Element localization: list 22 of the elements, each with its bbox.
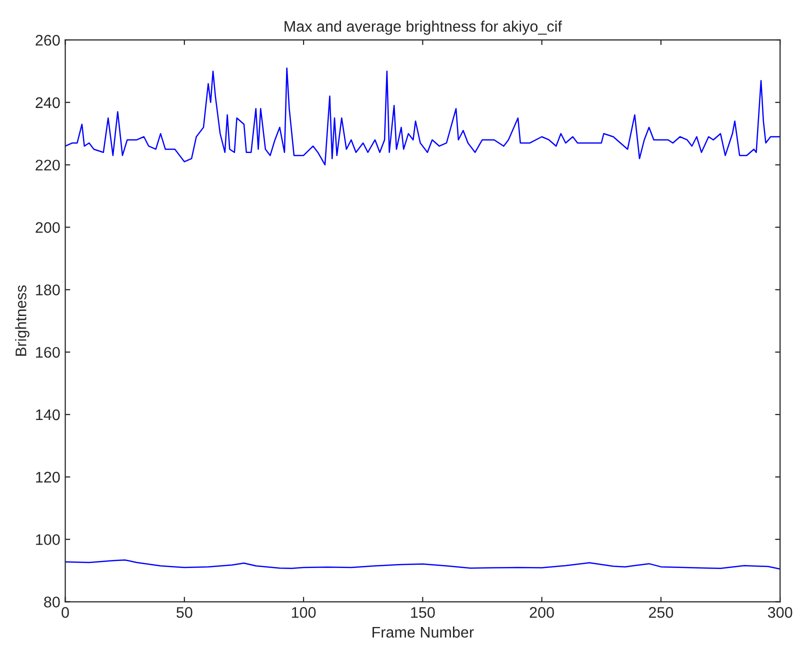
- y-tick-label: 120: [36, 472, 60, 483]
- x-axis-title: Frame Number: [372, 626, 474, 638]
- x-tick-label: 250: [648, 607, 674, 618]
- y-tick-label: 180: [36, 284, 60, 296]
- line-series: [65, 559, 780, 570]
- x-tick-label: 150: [411, 607, 435, 618]
- x-tick-label: 50: [176, 607, 192, 618]
- y-tick-label: 80: [44, 596, 60, 608]
- line-series: [65, 67, 780, 166]
- y-tick-label: 100: [36, 534, 60, 546]
- y-tick-label: 140: [36, 409, 60, 420]
- x-tick-label: 100: [292, 607, 316, 618]
- y-tick-label: 220: [36, 160, 60, 171]
- y-tick-label: 260: [36, 34, 60, 46]
- x-tick-label: 200: [530, 607, 554, 618]
- chart-title: Max and average brightness for akiyo_cif: [284, 20, 562, 35]
- y-tick-label: 240: [36, 97, 60, 108]
- y-tick-label: 160: [36, 346, 60, 358]
- y-tick-label: 200: [36, 222, 60, 233]
- x-tick-label: 300: [768, 607, 792, 618]
- x-tick-label: 0: [62, 607, 69, 618]
- y-axis-title: Brightness: [15, 285, 30, 356]
